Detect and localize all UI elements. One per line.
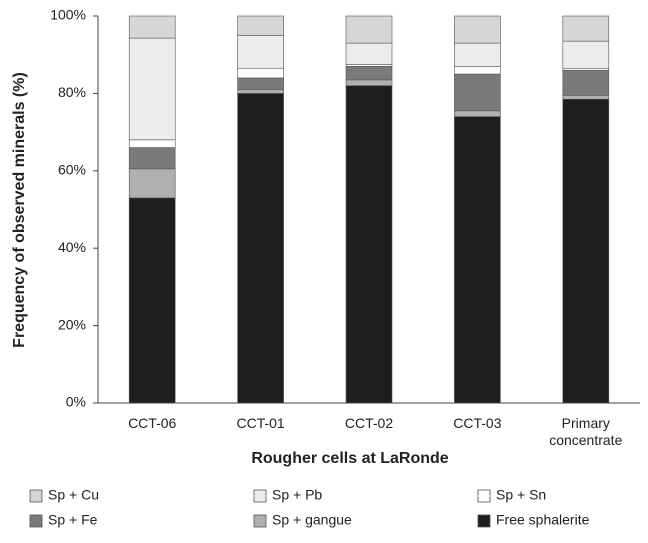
y-tick-label: 60% bbox=[58, 162, 86, 178]
legend-swatch bbox=[29, 514, 43, 528]
bar-segment bbox=[562, 69, 610, 96]
bar-segment bbox=[128, 37, 176, 141]
x-axis-title: Rougher cells at LaRonde bbox=[251, 450, 448, 467]
legend-label: Sp + Sn bbox=[496, 487, 546, 503]
bar-segment bbox=[562, 15, 610, 42]
legend-swatch bbox=[253, 514, 267, 528]
bar-segment bbox=[237, 89, 284, 94]
bar-segment bbox=[454, 73, 501, 112]
bar-segment bbox=[345, 85, 393, 404]
y-tick-label: 100% bbox=[50, 7, 86, 23]
x-tick-label: CCT-03 bbox=[453, 415, 502, 431]
bar-segment bbox=[454, 66, 501, 75]
y-tick-label: 20% bbox=[58, 316, 86, 332]
y-tick-label: 80% bbox=[58, 84, 86, 100]
bar-segment bbox=[128, 139, 176, 148]
bar-segment bbox=[128, 15, 176, 39]
bar-segment bbox=[237, 35, 284, 69]
bar-segment bbox=[345, 42, 393, 65]
bar-segment bbox=[562, 98, 610, 404]
bar-segment bbox=[237, 15, 284, 36]
legend-swatch bbox=[29, 489, 43, 503]
bar-segment bbox=[562, 95, 610, 100]
legend-label: Sp + Fe bbox=[48, 512, 98, 528]
legend-label: Sp + Pb bbox=[272, 487, 322, 503]
legend-label: Sp + gangue bbox=[272, 512, 352, 528]
bar-segment bbox=[562, 40, 610, 69]
bar-segment bbox=[128, 147, 176, 170]
bar-segment bbox=[128, 197, 176, 404]
x-tick-label: CCT-06 bbox=[128, 415, 177, 431]
bar-segment bbox=[237, 93, 284, 404]
bar-segment bbox=[454, 116, 501, 404]
legend-label: Sp + Cu bbox=[48, 487, 99, 503]
x-tick-label: CCT-02 bbox=[344, 415, 394, 431]
legend-label: Free sphalerite bbox=[496, 512, 590, 528]
bar-segment bbox=[454, 110, 501, 117]
bar-segment bbox=[237, 77, 284, 90]
bar-segment bbox=[237, 67, 284, 79]
y-axis-title: Frequency of observed minerals (%) bbox=[11, 72, 28, 348]
bar-segment bbox=[345, 79, 393, 86]
x-tick-label: CCT-01 bbox=[236, 415, 285, 431]
bar-segment bbox=[128, 168, 176, 199]
bar-segment bbox=[345, 66, 393, 81]
x-tick-label: Primary concentrate bbox=[549, 415, 623, 448]
legend-swatch bbox=[477, 489, 491, 503]
bar-segment bbox=[454, 15, 501, 44]
legend-swatch bbox=[253, 489, 267, 503]
bar-segment bbox=[454, 42, 501, 67]
legend-swatch bbox=[477, 514, 491, 528]
y-tick-label: 0% bbox=[66, 394, 86, 410]
bar-segment bbox=[345, 15, 393, 44]
y-tick-label: 40% bbox=[58, 239, 86, 255]
